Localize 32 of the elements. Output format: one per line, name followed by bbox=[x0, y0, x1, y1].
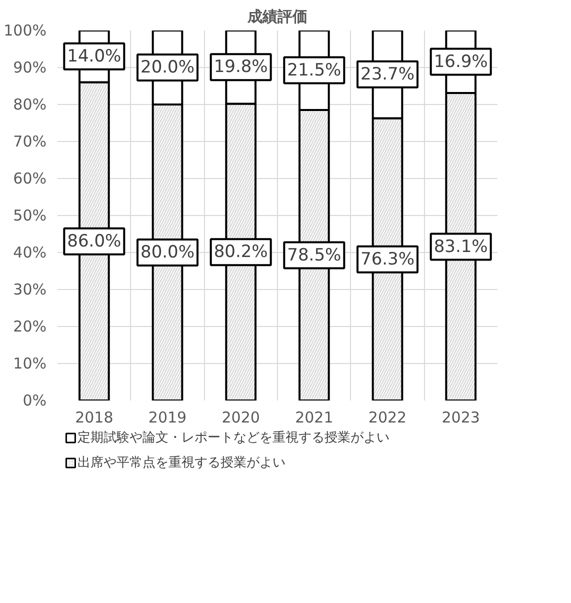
y-tick-label: 10% bbox=[13, 354, 47, 372]
y-tick-label: 0% bbox=[22, 392, 46, 410]
chart-title: 成績評価 bbox=[246, 8, 308, 26]
data-label: 78.5% bbox=[287, 245, 342, 266]
data-label: 83.1% bbox=[434, 236, 488, 257]
x-tick-label: 2021 bbox=[295, 408, 334, 426]
data-label: 86.0% bbox=[67, 231, 122, 252]
y-tick-label: 100% bbox=[4, 22, 47, 40]
legend-label: 出席や平常点を重視する授業がよい bbox=[77, 454, 286, 470]
y-tick-label: 30% bbox=[13, 280, 47, 298]
x-tick-label: 2022 bbox=[368, 408, 407, 426]
data-label: 16.9% bbox=[434, 52, 488, 72]
y-tick-label: 90% bbox=[13, 58, 47, 76]
legend-label: 定期試験や論文・レポートなどを重視する授業がよい bbox=[77, 430, 390, 446]
y-tick-label: 20% bbox=[13, 318, 47, 336]
x-tick-label: 2023 bbox=[442, 408, 480, 426]
data-label: 80.0% bbox=[140, 242, 195, 262]
data-label: 19.8% bbox=[214, 57, 268, 78]
data-label: 20.0% bbox=[140, 58, 195, 78]
y-tick-label: 60% bbox=[13, 170, 47, 188]
y-tick-label: 50% bbox=[13, 206, 47, 224]
y-tick-label: 80% bbox=[13, 96, 47, 114]
x-tick-label: 2019 bbox=[148, 408, 187, 426]
y-tick-label: 40% bbox=[13, 244, 47, 262]
data-label: 21.5% bbox=[287, 60, 342, 80]
data-label: 14.0% bbox=[67, 46, 122, 66]
data-label: 76.3% bbox=[360, 249, 415, 270]
data-label: 80.2% bbox=[214, 242, 268, 262]
x-tick-label: 2018 bbox=[75, 408, 114, 426]
x-tick-label: 2020 bbox=[222, 408, 260, 426]
data-label: 23.7% bbox=[360, 64, 415, 84]
y-tick-label: 70% bbox=[13, 132, 47, 150]
